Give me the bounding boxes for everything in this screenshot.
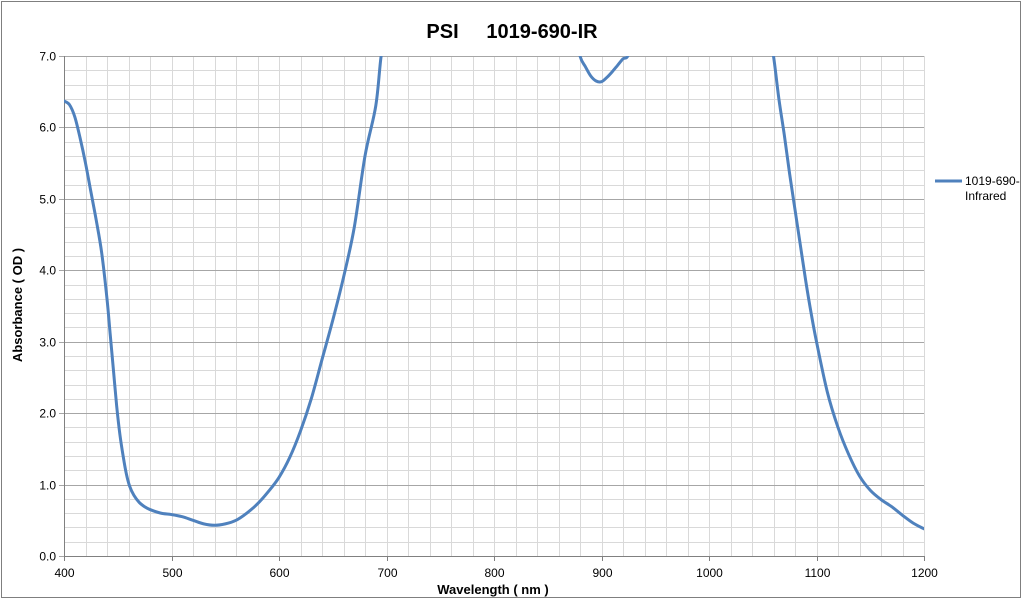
y-axis-title: Absorbance ( OD ): [10, 248, 25, 362]
y-tick-label: 7.0: [39, 50, 56, 64]
x-tick-label: 1000: [696, 566, 723, 580]
y-tick-label: 5.0: [39, 193, 56, 207]
minor-grid: [64, 56, 925, 557]
series-line: [64, 56, 383, 527]
y-tick-label: 1.0: [39, 479, 56, 493]
x-tick-labels: 400 500 600 700 800 900 1000 1100 1200: [54, 566, 938, 580]
y-tick-labels: 0.0 1.0 2.0 3.0 4.0 5.0 6.0 7.0: [39, 50, 56, 564]
series-layer: [64, 56, 924, 531]
x-axis-title: Wavelength ( nm ): [437, 582, 548, 597]
series-line: [578, 56, 630, 84]
major-grid: [59, 56, 925, 561]
x-tick-label: 900: [592, 566, 612, 580]
y-tick-label: 0.0: [39, 550, 56, 564]
x-tick-label: 700: [377, 566, 397, 580]
axes: [64, 56, 924, 557]
x-tick-label: 600: [269, 566, 289, 580]
x-tick-label: 1200: [911, 566, 938, 580]
y-tick-label: 6.0: [39, 121, 56, 135]
x-tick-label: 800: [484, 566, 504, 580]
legend-label-line2: Infrared: [965, 189, 1006, 203]
y-tick-label: 4.0: [39, 264, 56, 278]
chart-title: PSI 1019-690-IR: [426, 21, 598, 43]
x-tick-label: 500: [162, 566, 182, 580]
legend-label-line1: 1019-690-: [965, 174, 1020, 188]
y-tick-label: 3.0: [39, 336, 56, 350]
legend: 1019-690- Infrared: [935, 174, 1020, 203]
x-tick-label: 1100: [805, 566, 831, 580]
y-tick-label: 2.0: [39, 407, 56, 421]
x-tick-label: 400: [54, 566, 74, 580]
series-line: [771, 56, 924, 531]
